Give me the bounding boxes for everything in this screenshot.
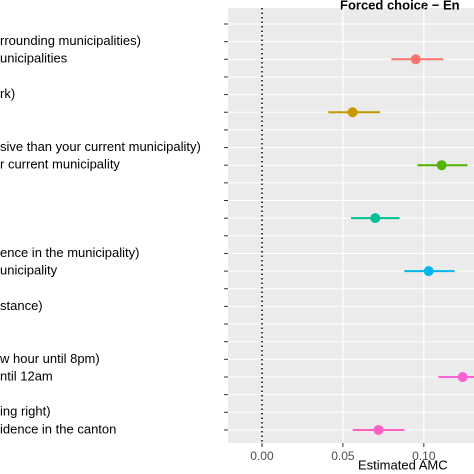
- point: [457, 372, 468, 382]
- x-tick-label: 0.10: [412, 449, 436, 463]
- x-tick-label: 0.05: [331, 449, 355, 463]
- point: [347, 107, 358, 118]
- point: [373, 424, 384, 435]
- point: [423, 266, 434, 277]
- y-tick-label: stance): [0, 298, 43, 313]
- panel: [228, 8, 474, 443]
- y-tick-label: idence in the canton: [0, 421, 116, 436]
- x-tick-label: 0.00: [250, 449, 274, 463]
- chart-title: Forced choice − En: [340, 0, 460, 13]
- point: [436, 160, 447, 171]
- y-tick-label: rk): [0, 86, 15, 101]
- y-tick-label: ence in the municipality): [0, 245, 139, 260]
- x-axis-label: Estimated AMC: [358, 457, 448, 472]
- y-tick-label: w hour until 8pm): [0, 351, 100, 366]
- y-tick-label: ntil 12am: [0, 368, 53, 383]
- y-tick-label: ing right): [0, 404, 51, 419]
- point: [410, 54, 421, 65]
- y-tick-label: unicipalities: [0, 51, 68, 66]
- y-tick-label: unicipality: [0, 263, 58, 278]
- y-tick-label: sive than your current municipality): [0, 139, 201, 154]
- point: [370, 213, 381, 224]
- y-tick-label: r current municipality: [0, 157, 120, 172]
- y-tick-label: rrounding municipalities): [0, 33, 141, 48]
